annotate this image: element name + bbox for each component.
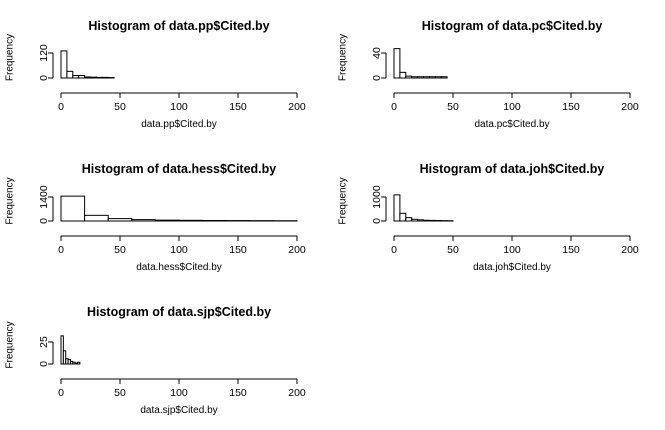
chart-1-x-axis-label: data.pp$Cited.by xyxy=(141,119,217,130)
chart-4-x-axis-label: data.joh$Cited.by xyxy=(473,262,551,273)
chart-2-title: Histogram of data.pc$Cited.by xyxy=(422,19,603,33)
chart-1-y-tick-label-2: 120 xyxy=(38,44,50,62)
chart-3-x-tick-label-1: 0 xyxy=(58,244,64,256)
chart-5-x-tick-label-2: 50 xyxy=(114,387,126,399)
chart-3-x-tick-label-3: 100 xyxy=(170,244,188,256)
chart-4-bar-4 xyxy=(411,218,419,222)
chart-3-bar-2 xyxy=(84,214,109,222)
chart-1-x-tick-label-1: 0 xyxy=(58,101,64,113)
chart-1-bar-1 xyxy=(60,50,68,79)
chart-1-x-tick-label-2: 50 xyxy=(114,101,126,113)
chart-2-bar-9 xyxy=(440,76,448,79)
chart-5-bar-1 xyxy=(60,335,64,365)
chart-2-y-tick-label-1: 0 xyxy=(371,75,383,81)
chart-3-bar-3 xyxy=(107,218,133,222)
chart-2-x-axis-label: data.pc$Cited.by xyxy=(474,119,549,130)
chart-5-x-axis-label: data.sjp$Cited.by xyxy=(140,405,217,416)
chart-4-bar-1 xyxy=(393,194,401,222)
chart-5-x-tick-label-5: 200 xyxy=(288,387,306,399)
chart-2-bar-8 xyxy=(434,76,442,79)
chart-4-bar-5 xyxy=(417,219,425,222)
chart-1-y-tick-label-1: 0 xyxy=(38,75,50,81)
chart-3-bar-4 xyxy=(131,219,156,222)
chart-4-x-tick-label-5: 200 xyxy=(621,244,639,256)
chart-4-title: Histogram of data.joh$Cited.by xyxy=(420,162,605,176)
chart-5-x-tick-label-3: 100 xyxy=(170,387,188,399)
chart-3-x-tick-label-4: 150 xyxy=(229,244,247,256)
chart-4-y-axis-label: Frequency xyxy=(338,177,349,224)
chart-3-x-axis-label: data.hess$Cited.by xyxy=(136,262,222,273)
chart-3-y-tick-label-2: 1400 xyxy=(38,185,50,209)
chart-3-x-tick-label-5: 200 xyxy=(288,244,306,256)
chart-3-bar-5 xyxy=(154,219,180,222)
chart-2-bar-3 xyxy=(405,75,413,79)
chart-5-y-axis-label: Frequency xyxy=(5,321,16,368)
chart-2-bar-4 xyxy=(411,76,419,79)
chart-1-y-axis-label: Frequency xyxy=(5,34,16,81)
chart-1-x-tick-label-3: 100 xyxy=(170,101,188,113)
chart-3-bar-1 xyxy=(60,195,86,222)
chart-4-y-tick-label-2: 1000 xyxy=(371,185,383,209)
chart-1-bar-6 xyxy=(90,76,97,79)
chart-2-bar-2 xyxy=(399,71,407,79)
chart-4-x-tick-label-4: 150 xyxy=(562,244,580,256)
chart-4-x-tick-label-2: 50 xyxy=(447,244,459,256)
chart-1-bar-4 xyxy=(78,75,86,79)
chart-4-bar-7 xyxy=(428,219,436,222)
chart-5-y-tick-label-1: 0 xyxy=(38,361,50,367)
chart-1-title: Histogram of data.pp$Cited.by xyxy=(88,19,269,33)
chart-2-x-tick-label-5: 200 xyxy=(621,101,639,113)
chart-1-bar-8 xyxy=(101,76,109,79)
chart-5-y-tick-label-2: 25 xyxy=(38,336,50,348)
chart-2-x-tick-label-3: 100 xyxy=(503,101,521,113)
chart-1-x-tick-label-5: 200 xyxy=(288,101,306,113)
chart-2-y-axis-label: Frequency xyxy=(338,34,349,81)
chart-3-bar-6 xyxy=(178,219,204,222)
chart-4-x-tick-label-3: 100 xyxy=(503,244,521,256)
chart-3-y-axis-label: Frequency xyxy=(5,177,16,224)
chart-1-bar-3 xyxy=(72,75,80,79)
chart-2-x-tick-label-4: 150 xyxy=(562,101,580,113)
chart-3-title: Histogram of data.hess$Cited.by xyxy=(82,162,277,176)
chart-3-bar-7 xyxy=(202,219,227,222)
chart-2-bar-6 xyxy=(423,76,430,79)
chart-2-x-tick-label-1: 0 xyxy=(391,101,397,113)
chart-4-bar-2 xyxy=(399,212,407,222)
chart-2-bar-7 xyxy=(428,76,436,79)
chart-5-title: Histogram of data.sjp$Cited.by xyxy=(87,305,271,319)
chart-4-x-tick-label-1: 0 xyxy=(391,244,397,256)
chart-3-x-tick-label-2: 50 xyxy=(114,244,126,256)
chart-2-x-tick-label-2: 50 xyxy=(447,101,459,113)
chart-1-bar-7 xyxy=(95,76,103,79)
chart-2-bar-1 xyxy=(393,48,401,79)
chart-1-x-tick-label-4: 150 xyxy=(229,101,247,113)
chart-2-bar-5 xyxy=(417,76,425,79)
chart-5-x-tick-label-1: 0 xyxy=(58,387,64,399)
chart-4-bar-3 xyxy=(405,217,413,222)
chart-3-y-tick-label-1: 0 xyxy=(38,218,50,224)
chart-1-bar-5 xyxy=(84,76,91,79)
chart-4-bar-6 xyxy=(423,219,430,222)
chart-5-bar-2 xyxy=(62,350,67,365)
chart-5-x-tick-label-4: 150 xyxy=(229,387,247,399)
chart-5-bar-8 xyxy=(77,361,81,365)
chart-2-y-tick-label-2: 40 xyxy=(371,47,383,59)
chart-1-bar-2 xyxy=(66,70,74,79)
chart-4-y-tick-label-1: 0 xyxy=(371,218,383,224)
